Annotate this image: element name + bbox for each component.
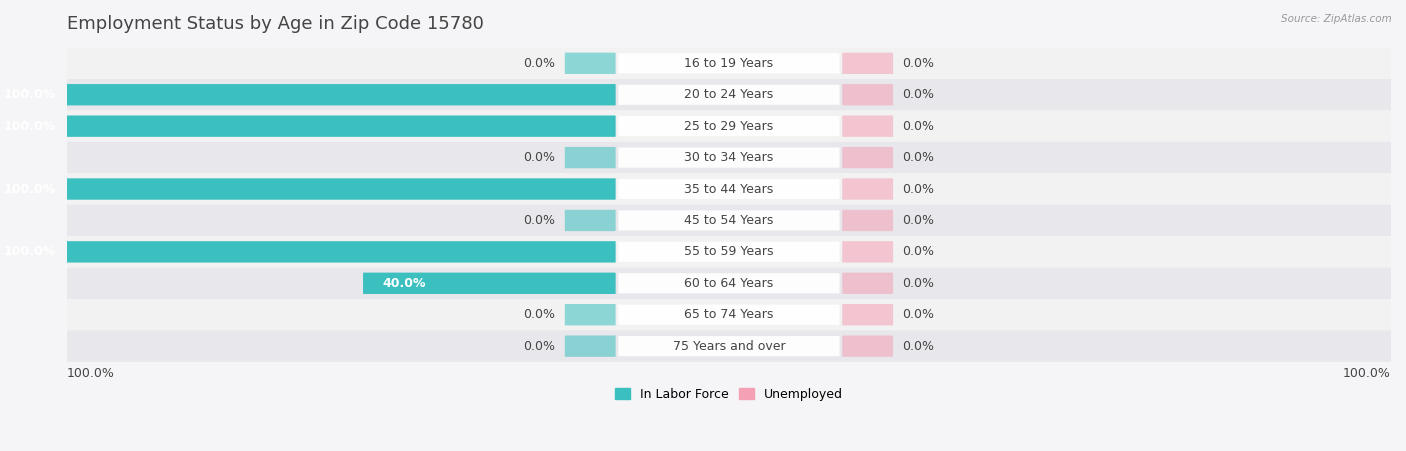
FancyBboxPatch shape <box>619 85 839 105</box>
FancyBboxPatch shape <box>67 173 1391 205</box>
FancyBboxPatch shape <box>619 242 839 262</box>
Text: 0.0%: 0.0% <box>903 88 935 101</box>
Legend: In Labor Force, Unemployed: In Labor Force, Unemployed <box>610 382 848 405</box>
FancyBboxPatch shape <box>842 147 893 168</box>
FancyBboxPatch shape <box>619 147 839 168</box>
Text: 100.0%: 100.0% <box>67 367 115 380</box>
FancyBboxPatch shape <box>67 110 1391 142</box>
FancyBboxPatch shape <box>842 53 893 74</box>
FancyBboxPatch shape <box>0 115 616 137</box>
Text: 0.0%: 0.0% <box>523 340 555 353</box>
Text: 0.0%: 0.0% <box>523 151 555 164</box>
Text: 20 to 24 Years: 20 to 24 Years <box>685 88 773 101</box>
Text: 25 to 29 Years: 25 to 29 Years <box>685 120 773 133</box>
FancyBboxPatch shape <box>0 241 616 262</box>
Text: 0.0%: 0.0% <box>903 151 935 164</box>
FancyBboxPatch shape <box>619 53 839 74</box>
Text: 16 to 19 Years: 16 to 19 Years <box>685 57 773 70</box>
FancyBboxPatch shape <box>842 115 893 137</box>
FancyBboxPatch shape <box>619 210 839 230</box>
Text: 100.0%: 100.0% <box>4 245 56 258</box>
FancyBboxPatch shape <box>67 48 1391 79</box>
FancyBboxPatch shape <box>619 179 839 199</box>
FancyBboxPatch shape <box>619 305 839 325</box>
Text: 45 to 54 Years: 45 to 54 Years <box>685 214 773 227</box>
Text: 55 to 59 Years: 55 to 59 Years <box>685 245 773 258</box>
FancyBboxPatch shape <box>842 272 893 294</box>
FancyBboxPatch shape <box>67 236 1391 267</box>
Text: 0.0%: 0.0% <box>903 340 935 353</box>
FancyBboxPatch shape <box>67 142 1391 173</box>
FancyBboxPatch shape <box>565 336 616 357</box>
Text: 75 Years and over: 75 Years and over <box>672 340 786 353</box>
Text: 0.0%: 0.0% <box>903 120 935 133</box>
Text: 0.0%: 0.0% <box>523 214 555 227</box>
Text: 0.0%: 0.0% <box>903 277 935 290</box>
FancyBboxPatch shape <box>619 116 839 136</box>
FancyBboxPatch shape <box>842 241 893 262</box>
FancyBboxPatch shape <box>67 299 1391 331</box>
FancyBboxPatch shape <box>363 272 616 294</box>
Text: 100.0%: 100.0% <box>4 120 56 133</box>
Text: 0.0%: 0.0% <box>903 245 935 258</box>
Text: 30 to 34 Years: 30 to 34 Years <box>685 151 773 164</box>
Text: 0.0%: 0.0% <box>903 183 935 196</box>
Text: 0.0%: 0.0% <box>903 57 935 70</box>
Text: 0.0%: 0.0% <box>523 57 555 70</box>
FancyBboxPatch shape <box>565 147 616 168</box>
FancyBboxPatch shape <box>565 53 616 74</box>
FancyBboxPatch shape <box>565 304 616 326</box>
FancyBboxPatch shape <box>842 210 893 231</box>
FancyBboxPatch shape <box>565 210 616 231</box>
FancyBboxPatch shape <box>619 336 839 356</box>
Text: 100.0%: 100.0% <box>4 88 56 101</box>
Text: 40.0%: 40.0% <box>382 277 426 290</box>
Text: Employment Status by Age in Zip Code 15780: Employment Status by Age in Zip Code 157… <box>67 15 484 33</box>
FancyBboxPatch shape <box>67 205 1391 236</box>
Text: 100.0%: 100.0% <box>4 183 56 196</box>
FancyBboxPatch shape <box>842 304 893 326</box>
FancyBboxPatch shape <box>67 331 1391 362</box>
FancyBboxPatch shape <box>842 178 893 200</box>
FancyBboxPatch shape <box>0 84 616 106</box>
Text: 100.0%: 100.0% <box>1343 367 1391 380</box>
FancyBboxPatch shape <box>842 336 893 357</box>
FancyBboxPatch shape <box>67 267 1391 299</box>
Text: 0.0%: 0.0% <box>523 308 555 321</box>
Text: 35 to 44 Years: 35 to 44 Years <box>685 183 773 196</box>
FancyBboxPatch shape <box>0 178 616 200</box>
FancyBboxPatch shape <box>842 84 893 106</box>
FancyBboxPatch shape <box>67 79 1391 110</box>
FancyBboxPatch shape <box>619 273 839 293</box>
Text: 60 to 64 Years: 60 to 64 Years <box>685 277 773 290</box>
Text: Source: ZipAtlas.com: Source: ZipAtlas.com <box>1281 14 1392 23</box>
Text: 65 to 74 Years: 65 to 74 Years <box>685 308 773 321</box>
Text: 0.0%: 0.0% <box>903 214 935 227</box>
Text: 0.0%: 0.0% <box>903 308 935 321</box>
